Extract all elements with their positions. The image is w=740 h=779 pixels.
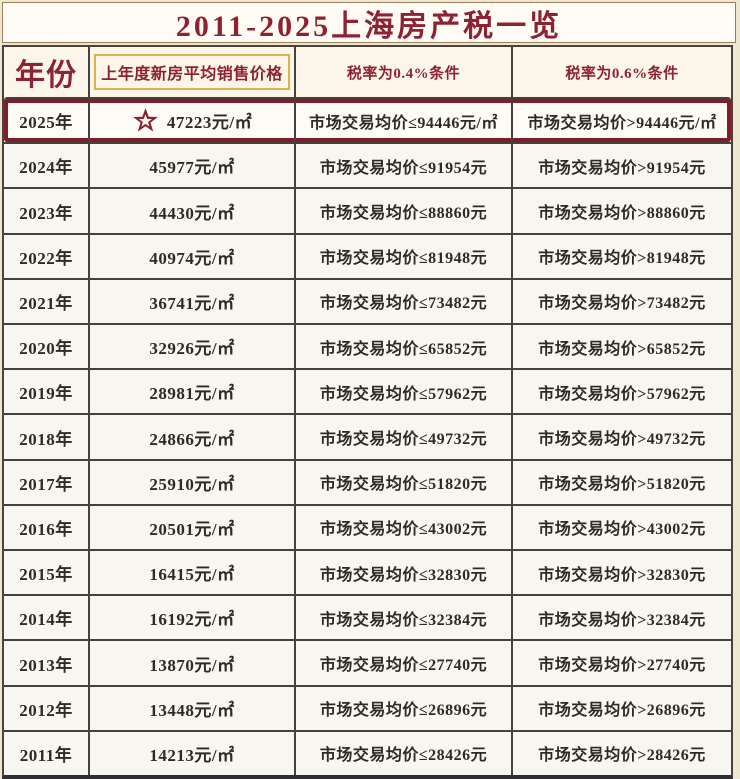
- year-cell: 2022年: [4, 234, 90, 278]
- price-label: 16415元/㎡: [149, 565, 235, 585]
- year-cell: 2019年: [4, 370, 90, 414]
- year-cell: 2013年: [4, 641, 90, 685]
- price-cell: 45977元/㎡: [90, 144, 296, 188]
- table-row: 2025年 47223元/㎡ 市场交易均价≤94446元/㎡ 市场交易均价>94…: [4, 97, 731, 143]
- rate06-cell: 市场交易均价>28426元: [538, 747, 706, 765]
- year-cell: 2014年: [4, 596, 90, 640]
- table-row: 2011年 14213元/㎡ 市场交易均价≤28426元 市场交易均价>2842…: [4, 729, 731, 776]
- rate04-cell: 市场交易均价≤43002元: [296, 505, 513, 550]
- rate04-cell: 市场交易均价≤27740元: [296, 641, 513, 685]
- rate06-cell: 市场交易均价>73482元: [538, 295, 706, 313]
- rate04-cell: 市场交易均价≤73482元: [296, 279, 513, 324]
- price-cell: 44430元/㎡: [90, 189, 296, 233]
- price-cell: 14213元/㎡: [90, 731, 296, 776]
- price-cell: 16415元/㎡: [90, 551, 296, 595]
- rate04-cell: 市场交易均价≤81948元: [296, 234, 513, 278]
- price-label: 45977元/㎡: [149, 158, 235, 178]
- price-label: 32926元/㎡: [149, 339, 235, 359]
- rate04-cell: 市场交易均价≤28426元: [296, 731, 513, 776]
- table-row: 2014年 16192元/㎡ 市场交易均价≤32384元 市场交易均价>3238…: [4, 594, 731, 640]
- rate06-cell: 市场交易均价>94446元/㎡: [527, 114, 717, 132]
- rate04-cell: 市场交易均价≤94446元/㎡: [296, 99, 513, 143]
- price-label: 40974元/㎡: [149, 248, 235, 268]
- page-title: 2011-2025上海房产税一览: [2, 2, 736, 43]
- year-cell: 2018年: [4, 415, 90, 459]
- table-row: 2017年 25910元/㎡ 市场交易均价≤51820元 市场交易均价>5182…: [4, 458, 731, 504]
- rate06-cell: 市场交易均价>32384元: [538, 611, 706, 629]
- price-cell: 40974元/㎡: [90, 234, 296, 278]
- rate04-cell: 市场交易均价≤65852元: [296, 325, 513, 369]
- year-cell: 2021年: [4, 279, 90, 324]
- price-label: 44430元/㎡: [149, 203, 235, 223]
- header-year: 年份: [4, 47, 90, 97]
- header-price: 上年度新房平均销售价格: [90, 47, 296, 97]
- table-row: 2023年 44430元/㎡ 市场交易均价≤88860元 市场交易均价>8886…: [4, 187, 731, 233]
- star-icon: [132, 107, 159, 134]
- table-row: 2020年 32926元/㎡ 市场交易均价≤65852元 市场交易均价>6585…: [4, 323, 731, 369]
- price-cell: 13448元/㎡: [90, 686, 296, 730]
- rate04-cell: 市场交易均价≤26896元: [296, 686, 513, 730]
- price-cell: 25910元/㎡: [90, 460, 296, 504]
- year-cell: 2016年: [4, 505, 90, 550]
- table-row: 2012年 13448元/㎡ 市场交易均价≤26896元 市场交易均价>2689…: [4, 684, 731, 730]
- table-row: 2016年 20501元/㎡ 市场交易均价≤43002元 市场交易均价>4300…: [4, 503, 731, 550]
- rate06-cell: 市场交易均价>27740元: [538, 657, 706, 675]
- price-label: 16192元/㎡: [149, 610, 235, 630]
- rate04-cell: 市场交易均价≤49732元: [296, 415, 513, 459]
- price-cell: 16192元/㎡: [90, 596, 296, 640]
- table-row: 2024年 45977元/㎡ 市场交易均价≤91954元 市场交易均价>9195…: [4, 142, 731, 188]
- table-header-row: 年份 上年度新房平均销售价格 税率为0.4%条件 税率为0.6%条件: [4, 47, 731, 97]
- rate04-cell: 市场交易均价≤91954元: [296, 144, 513, 188]
- price-label: 25910元/㎡: [149, 474, 235, 494]
- year-cell: 2025年: [4, 99, 90, 143]
- price-cell: 36741元/㎡: [90, 279, 296, 324]
- price-cell: 13870元/㎡: [90, 641, 296, 685]
- year-cell: 2012年: [4, 686, 90, 730]
- rate04-cell: 市场交易均价≤88860元: [296, 189, 513, 233]
- price-label: 14213元/㎡: [149, 745, 235, 765]
- price-label: 24866元/㎡: [149, 429, 235, 449]
- rate06-cell: 市场交易均价>88860元: [538, 205, 706, 222]
- price-label: 20501元/㎡: [149, 519, 235, 539]
- price-label: 28981元/㎡: [149, 384, 235, 404]
- year-cell: 2017年: [4, 460, 90, 504]
- table-row: 2022年 40974元/㎡ 市场交易均价≤81948元 市场交易均价>8194…: [4, 232, 731, 278]
- header-rate06: 税率为0.6%条件: [565, 65, 679, 82]
- rate04-cell: 市场交易均价≤57962元: [296, 370, 513, 414]
- rate06-cell: 市场交易均价>57962元: [538, 385, 706, 403]
- price-cell: 20501元/㎡: [90, 505, 296, 550]
- rate04-cell: 市场交易均价≤51820元: [296, 460, 513, 504]
- table-row: 2019年 28981元/㎡ 市场交易均价≤57962元 市场交易均价>5796…: [4, 368, 731, 414]
- table-row: 2021年 36741元/㎡ 市场交易均价≤73482元 市场交易均价>7348…: [4, 277, 731, 324]
- year-cell: 2015年: [4, 551, 90, 595]
- table-row: 2013年 13870元/㎡ 市场交易均价≤27740元 市场交易均价>2774…: [4, 639, 731, 685]
- rate06-cell: 市场交易均价>65852元: [538, 340, 706, 358]
- rate06-cell: 市场交易均价>49732元: [538, 431, 706, 449]
- price-label: 13448元/㎡: [149, 700, 235, 720]
- tax-table: 年份 上年度新房平均销售价格 税率为0.4%条件 税率为0.6%条件 2025年…: [2, 45, 733, 779]
- rate06-cell: 市场交易均价>81948元: [538, 250, 706, 268]
- header-rate04: 税率为0.4%条件: [296, 47, 513, 97]
- price-cell: 24866元/㎡: [90, 415, 296, 459]
- header-price-label: 上年度新房平均销售价格: [94, 54, 290, 90]
- rate06-cell: 市场交易均价>26896元: [538, 702, 706, 720]
- year-cell: 2020年: [4, 325, 90, 369]
- rate04-cell: 市场交易均价≤32830元: [296, 551, 513, 595]
- price-cell: 28981元/㎡: [90, 370, 296, 414]
- rate04-cell: 市场交易均价≤32384元: [296, 596, 513, 640]
- rate06-cell: 市场交易均价>43002元: [538, 521, 706, 539]
- price-label: 13870元/㎡: [149, 655, 235, 675]
- year-cell: 2024年: [4, 144, 90, 188]
- rate06-cell: 市场交易均价>51820元: [538, 476, 706, 494]
- table-row: 2015年 16415元/㎡ 市场交易均价≤32830元 市场交易均价>3283…: [4, 549, 731, 595]
- price-cell: 47223元/㎡: [90, 99, 296, 143]
- price-label: 36741元/㎡: [149, 293, 235, 313]
- year-cell: 2023年: [4, 189, 90, 233]
- year-cell: 2011年: [4, 731, 90, 776]
- price-label: 47223元/㎡: [166, 113, 253, 133]
- rate06-cell: 市场交易均价>32830元: [538, 566, 706, 584]
- price-cell: 32926元/㎡: [90, 325, 296, 369]
- table-row: 2018年 24866元/㎡ 市场交易均价≤49732元 市场交易均价>4973…: [4, 413, 731, 459]
- rate06-cell: 市场交易均价>91954元: [538, 159, 706, 177]
